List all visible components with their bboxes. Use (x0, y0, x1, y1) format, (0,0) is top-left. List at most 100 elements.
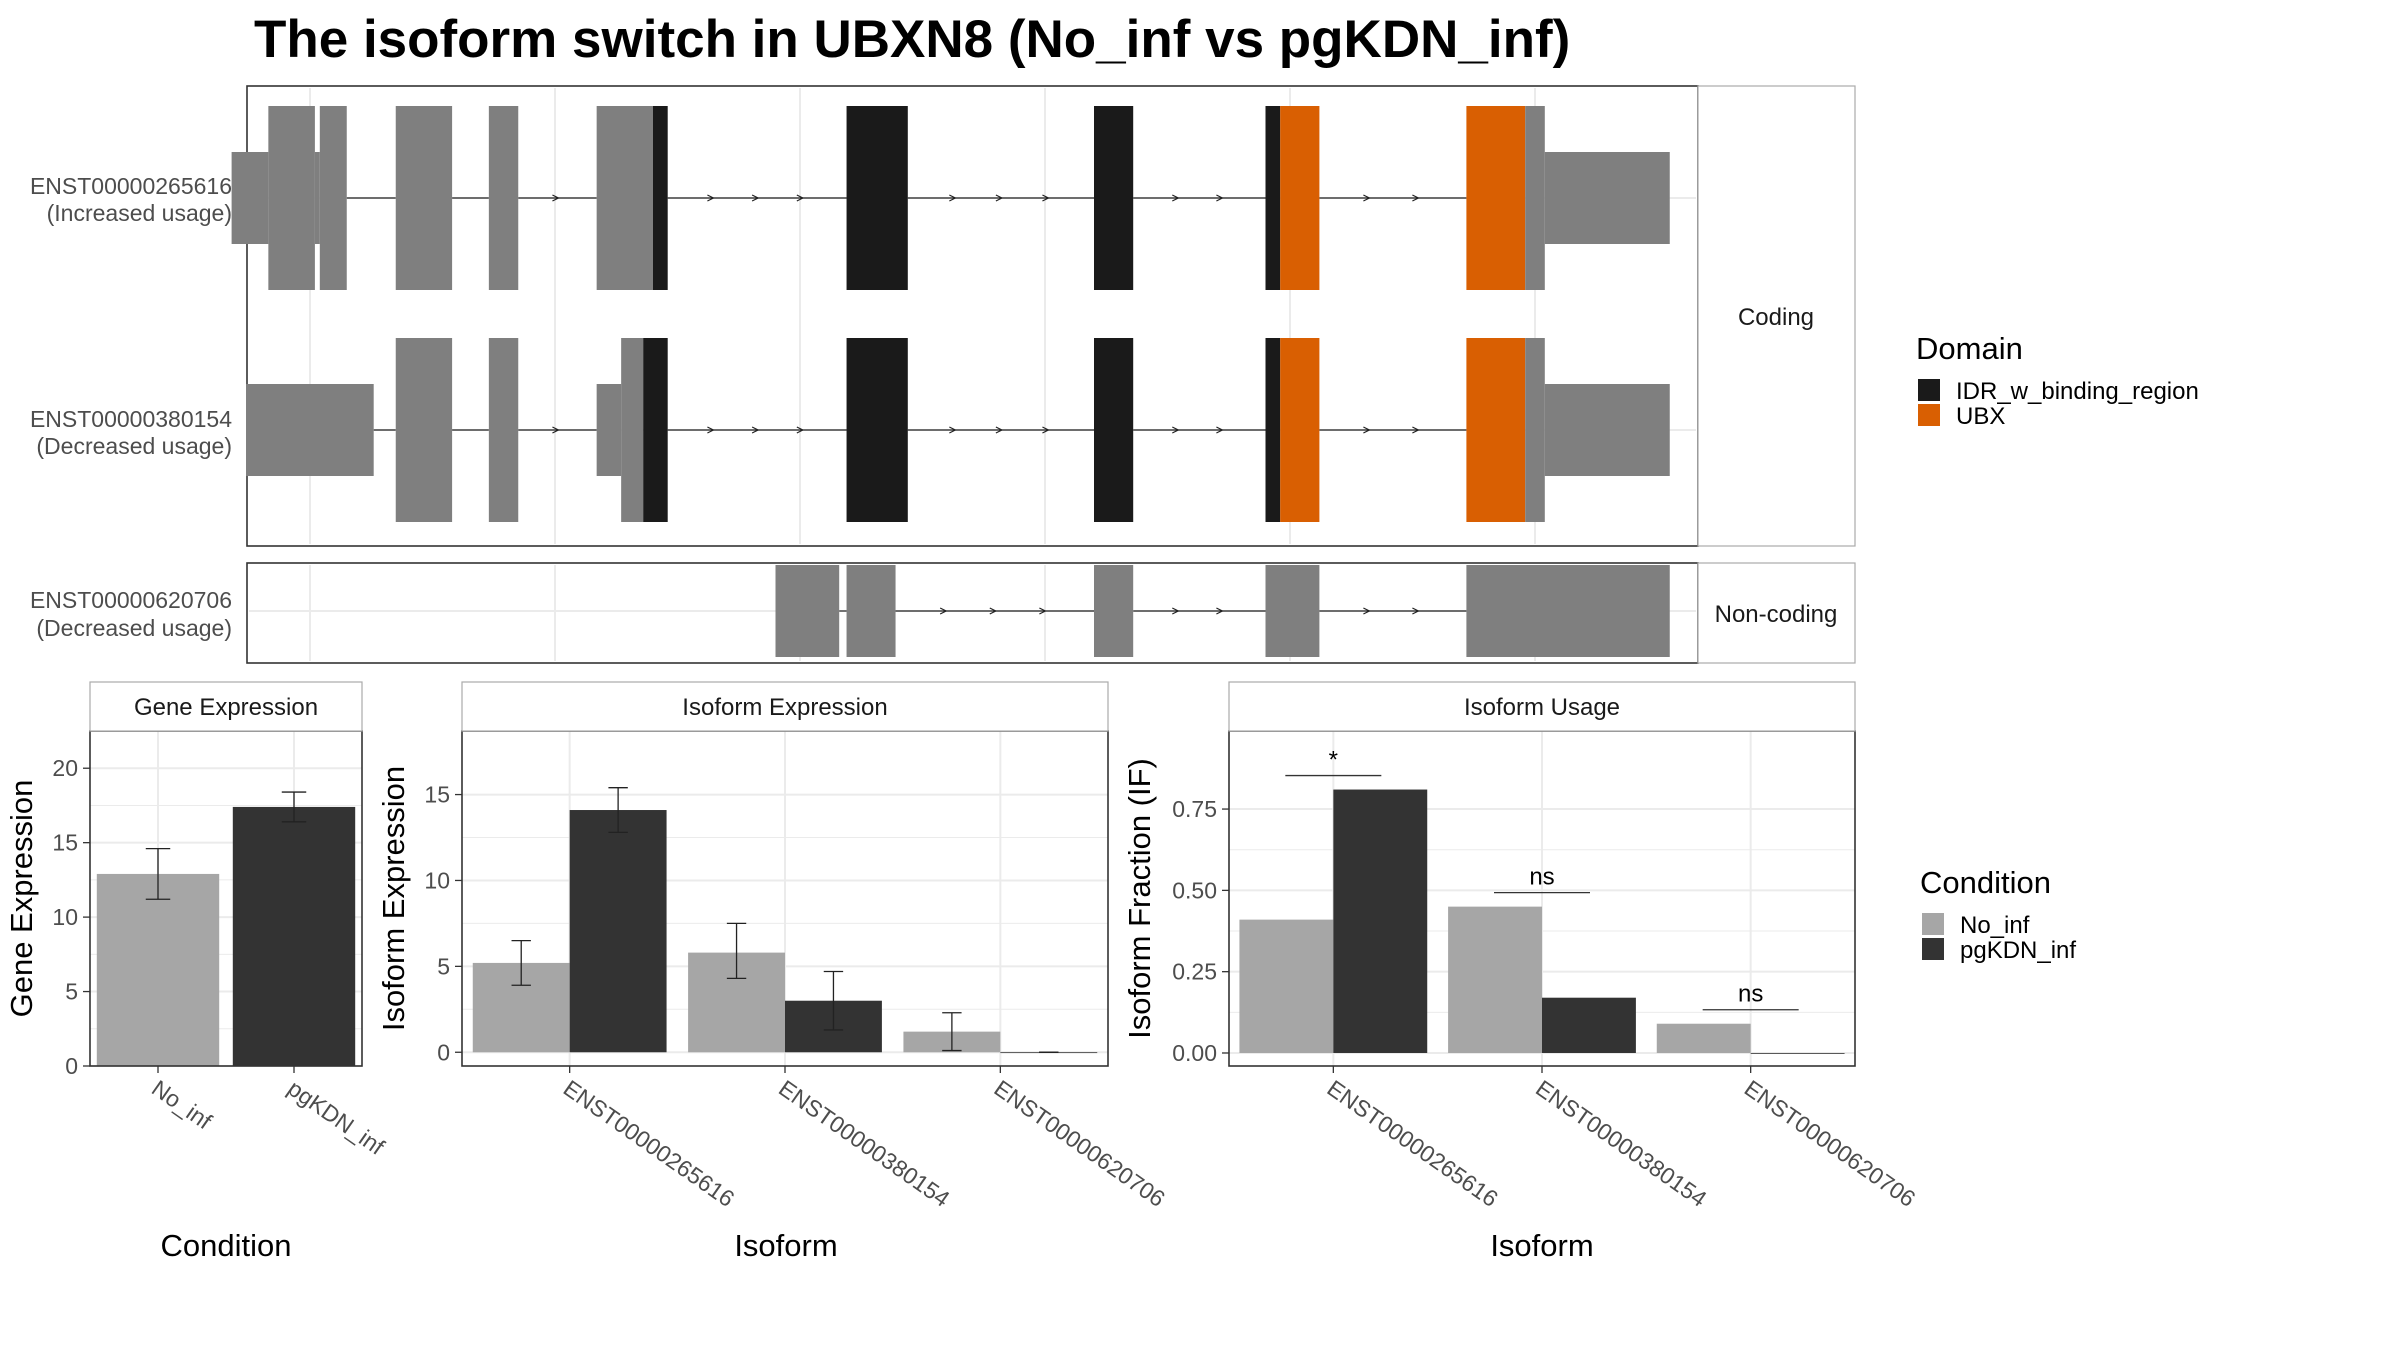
intron-arrow (949, 426, 957, 434)
chart-1: Gene Expression 0 5 10 15 20 No_inf pgKDN_inf Co… (4, 681, 390, 1263)
intron-arrow (552, 426, 560, 434)
condition-label-no-inf: No_inf (1960, 912, 2030, 939)
chart-2: Isoform Expression 0 5 10 15 ENST00000265616 E… (376, 681, 1170, 1263)
chart-strip (89, 681, 363, 732)
bar (1750, 1052, 1845, 1054)
exon-segment (1525, 338, 1545, 522)
intron-arrow (995, 194, 1004, 202)
chart-strip (461, 681, 1109, 732)
intron-arrow (796, 194, 805, 202)
exon-segment (1094, 565, 1134, 657)
exon-segment (846, 338, 908, 522)
exon-segment (231, 152, 269, 244)
x-tick-label: ENST00000380154 (774, 1075, 955, 1212)
condition-key-no-inf (1922, 913, 1944, 935)
coding-strip (1697, 85, 1856, 547)
chart-title: Gene Expression (134, 694, 318, 721)
intron-arrow (1172, 426, 1180, 434)
exon-segment (1466, 338, 1526, 522)
intron-arrow (1363, 426, 1371, 434)
x-tick-label: No_inf (147, 1075, 217, 1135)
exon-segment (1544, 152, 1670, 244)
exon-segment (846, 565, 896, 657)
exon-segment (1280, 338, 1320, 522)
bar (232, 806, 356, 1066)
exon-segment (488, 338, 519, 522)
transcript-id-1: ENST00000265616 (30, 173, 232, 199)
bar (96, 873, 220, 1066)
bar (1542, 997, 1636, 1053)
intron-arrow (1412, 194, 1420, 202)
exon-segment (268, 106, 315, 290)
transcript-id-3: ENST00000620706 (30, 587, 232, 613)
exon-segment (1466, 106, 1526, 290)
structure-panel: Coding Non-coding ENST00000265616 (Incre… (30, 85, 1856, 664)
y-axis-title: Isoform Fraction (IF) (1122, 758, 1157, 1039)
bar (1333, 789, 1428, 1053)
intron-arrow (707, 426, 715, 434)
intron-arrow (1039, 607, 1047, 615)
bar (1239, 919, 1334, 1053)
y-tick-label: 10 (52, 904, 78, 930)
y-tick-label: 5 (65, 979, 78, 1005)
significance-label: ns (1529, 864, 1554, 891)
noncoding-strip-label: Non-coding (1715, 601, 1838, 628)
exon-segment (1525, 106, 1545, 290)
bar-charts: Gene Expression 0 5 10 15 20 No_inf pgKDN_inf Co… (4, 681, 1920, 1263)
exon-segment (596, 384, 622, 476)
exon-segment (1466, 565, 1670, 657)
intron-arrow (949, 194, 957, 202)
y-tick-label: 15 (424, 782, 450, 808)
intron-arrow (1412, 426, 1420, 434)
intron-arrow (751, 426, 760, 434)
intron-arrow (1216, 194, 1224, 202)
intron-arrow (1363, 194, 1371, 202)
exon-segment (488, 106, 519, 290)
intron-arrow (1172, 194, 1180, 202)
significance-label: * (1329, 747, 1338, 774)
intron-arrow (1216, 607, 1224, 615)
exon-segment (621, 338, 644, 522)
error-bar (511, 939, 531, 986)
exon-segment (1265, 338, 1281, 522)
x-tick-label: ENST00000620706 (989, 1075, 1169, 1212)
y-tick-label: 0.50 (1172, 877, 1217, 903)
intron-arrow (751, 194, 760, 202)
intron-arrow (1042, 194, 1050, 202)
intron-arrow (939, 607, 948, 615)
x-tick-label: ENST00000265616 (1322, 1075, 1502, 1212)
bar (1448, 906, 1542, 1053)
chart-strip (1228, 681, 1856, 732)
exon-segment (1280, 106, 1320, 290)
exon-segment (596, 106, 653, 290)
domain-label-ubx: UBX (1956, 403, 2005, 430)
chart-3: * ns ns Isoform Usage 0.00 0.25 0.50 0.75 ENST00… (1122, 681, 1920, 1263)
error-bar (145, 847, 171, 900)
noncoding-strip (1697, 562, 1856, 664)
exon-segment (1265, 565, 1320, 657)
x-axis-title: Condition (161, 1228, 292, 1263)
condition-legend: Condition No_inf pgKDN_inf (1920, 865, 2076, 964)
error-bar (823, 970, 844, 1031)
exon-segment (846, 106, 908, 290)
y-tick-label: 0 (65, 1053, 78, 1079)
figure-title: The isoform switch in UBXN8 (No_inf vs p… (254, 10, 1570, 69)
y-axis-title: Gene Expression (4, 780, 39, 1018)
domain-legend: Domain IDR_w_binding_region UBX (1916, 331, 2199, 430)
condition-key-pgkdn-inf (1922, 938, 1944, 960)
intron-arrow (1172, 607, 1180, 615)
y-tick-label: 20 (52, 755, 78, 781)
exon-segment (246, 384, 374, 476)
significance-label: ns (1738, 981, 1763, 1008)
domain-legend-title: Domain (1916, 331, 2023, 366)
exon-segment (1094, 338, 1134, 522)
exon-segment (395, 338, 453, 522)
intron-arrow (1216, 426, 1224, 434)
error-bar (726, 922, 747, 980)
exon-segment (395, 106, 453, 290)
intron-arrow (1363, 607, 1371, 615)
chart-title: Isoform Usage (1464, 694, 1620, 721)
domain-key-idr (1918, 379, 1940, 401)
exon-segment (314, 152, 320, 244)
